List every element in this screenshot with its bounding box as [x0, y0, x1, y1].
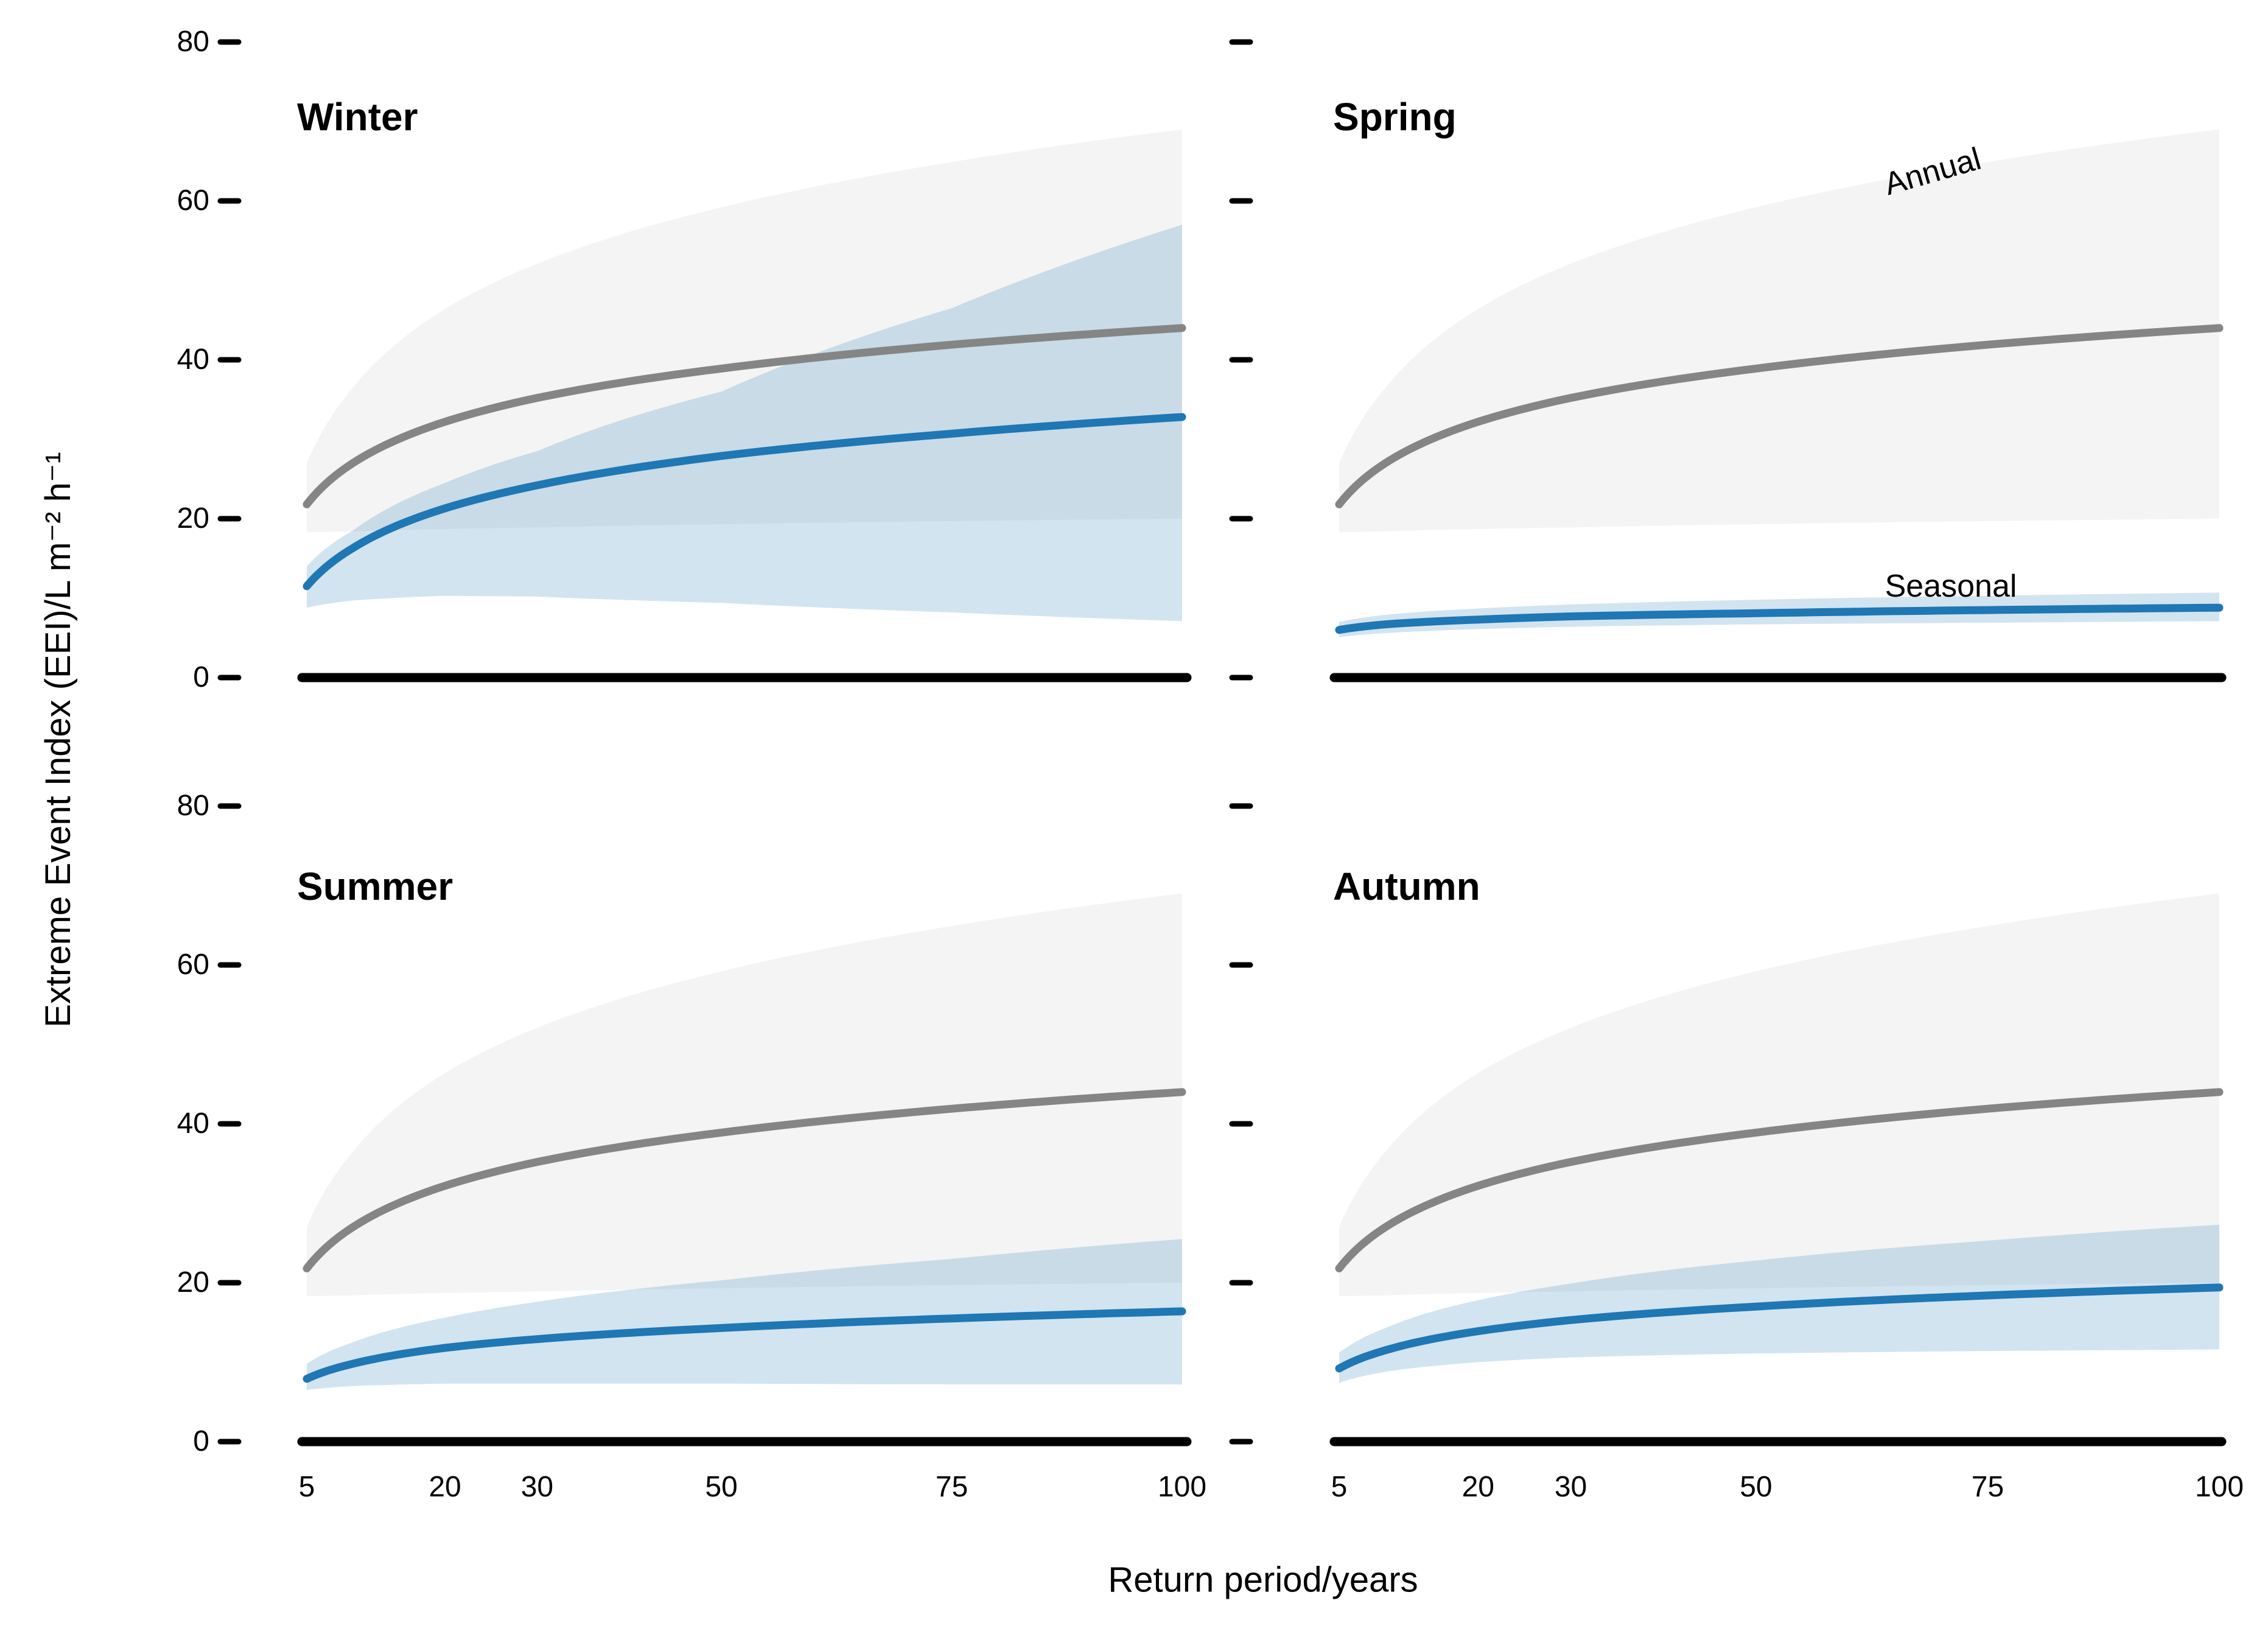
annual-ci-band-summer	[307, 893, 1182, 1297]
y-tick-label-top: 0	[193, 661, 209, 693]
panel-title-autumn: Autumn	[1333, 864, 1480, 908]
y-tick-label-top: 40	[177, 343, 209, 376]
y-tick-label-top: 80	[177, 26, 209, 58]
y-axis-title: Extreme Event Index (EEI)/L m⁻² h⁻¹	[38, 452, 78, 1028]
x-tick-label-left: 75	[935, 1471, 968, 1503]
seasonal-ci-band-winter	[307, 225, 1182, 622]
seasonal-curve-autumn	[1335, 1283, 2224, 1373]
seasonal-ci-band-summer	[307, 1239, 1182, 1390]
annual-curve-spring	[1335, 324, 2224, 508]
panel-title-winter: Winter	[297, 95, 418, 139]
x-tick-label-left: 30	[520, 1471, 554, 1503]
annual-ci-band-spring	[1339, 129, 2219, 533]
y-tick-label-top: 60	[177, 184, 209, 217]
x-tick-label-right: 75	[1971, 1471, 2004, 1503]
y-tick-label-bottom: 40	[177, 1107, 209, 1140]
y-tick-label-bottom: 20	[177, 1266, 209, 1299]
x-tick-label-left: 20	[429, 1471, 461, 1503]
x-axis-title: Return period/years	[1108, 1560, 1418, 1600]
x-tick-label-left: 100	[1157, 1471, 1207, 1503]
x-tick-label-right: 5	[1331, 1471, 1348, 1503]
annual-curve-winter	[303, 324, 1186, 508]
x-tick-label-right: 100	[2194, 1471, 2244, 1503]
annual-ci-band-autumn	[1339, 893, 2219, 1297]
annual-curve-summer	[303, 1088, 1186, 1272]
x-tick-label-left: 50	[705, 1471, 738, 1503]
y-tick-label-bottom: 80	[177, 790, 209, 822]
annual-curve-autumn	[1335, 1088, 2224, 1272]
seasonal-curve-spring	[1335, 603, 2224, 634]
y-tick-label-top: 20	[177, 502, 209, 535]
x-tick-label-right: 50	[1740, 1471, 1773, 1503]
x-tick-label-right: 20	[1461, 1471, 1494, 1503]
seasonal-curve-summer	[303, 1307, 1186, 1383]
y-tick-label-bottom: 0	[193, 1425, 209, 1457]
x-tick-label-right: 30	[1554, 1471, 1587, 1503]
panel-title-spring: Spring	[1333, 95, 1457, 139]
seasonal-series-label: Seasonal	[1885, 569, 2017, 604]
panel-title-summer: Summer	[297, 864, 453, 908]
y-tick-label-bottom: 60	[177, 948, 209, 981]
seasonal-curve-winter	[303, 413, 1186, 591]
x-tick-label-left: 5	[298, 1471, 315, 1503]
